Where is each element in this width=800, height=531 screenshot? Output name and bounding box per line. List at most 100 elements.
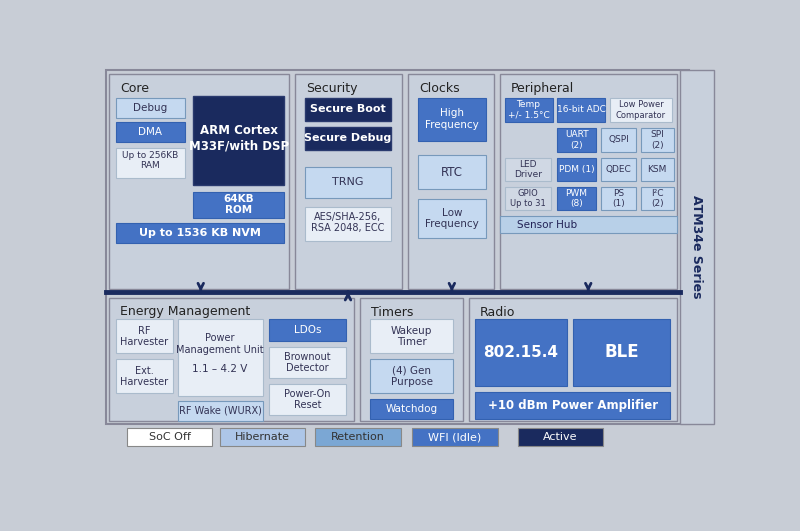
Text: 1.1 – 4.2 V: 1.1 – 4.2 V <box>193 364 248 374</box>
FancyBboxPatch shape <box>558 187 596 210</box>
Text: Sensor Hub: Sensor Hub <box>517 220 577 229</box>
Text: Peripheral: Peripheral <box>510 82 574 95</box>
FancyBboxPatch shape <box>193 192 285 218</box>
Text: I²C
(2): I²C (2) <box>651 189 663 208</box>
Text: SoC Off: SoC Off <box>149 432 190 442</box>
Text: LED
Driver: LED Driver <box>514 159 542 179</box>
Text: Power
Management Unit: Power Management Unit <box>176 333 264 355</box>
FancyBboxPatch shape <box>115 223 285 243</box>
Text: AES/SHA-256,
RSA 2048, ECC: AES/SHA-256, RSA 2048, ECC <box>311 211 385 233</box>
FancyBboxPatch shape <box>269 319 346 341</box>
FancyBboxPatch shape <box>193 96 285 185</box>
Text: Low Power
Comparator: Low Power Comparator <box>616 100 666 119</box>
FancyBboxPatch shape <box>641 187 674 210</box>
FancyBboxPatch shape <box>601 187 636 210</box>
FancyBboxPatch shape <box>500 216 677 233</box>
FancyBboxPatch shape <box>418 98 486 141</box>
FancyBboxPatch shape <box>370 399 454 419</box>
FancyBboxPatch shape <box>558 129 596 151</box>
FancyBboxPatch shape <box>305 207 391 241</box>
FancyBboxPatch shape <box>305 127 391 150</box>
FancyBboxPatch shape <box>641 158 674 181</box>
FancyBboxPatch shape <box>361 298 462 421</box>
FancyBboxPatch shape <box>178 401 262 421</box>
Text: Secure Debug: Secure Debug <box>304 133 392 143</box>
Text: Wakeup
Timer: Wakeup Timer <box>391 326 432 347</box>
Text: DMA: DMA <box>138 127 162 137</box>
Text: Power-On
Reset: Power-On Reset <box>285 389 331 410</box>
Text: Timers: Timers <box>371 305 414 319</box>
FancyBboxPatch shape <box>178 319 262 396</box>
Text: Ext.
Harvester: Ext. Harvester <box>120 365 168 387</box>
FancyBboxPatch shape <box>558 158 596 181</box>
FancyBboxPatch shape <box>115 319 173 353</box>
Text: SPI
(2): SPI (2) <box>650 130 664 150</box>
FancyBboxPatch shape <box>115 359 173 393</box>
Text: QSPI: QSPI <box>608 135 629 144</box>
Text: ATM34e Series: ATM34e Series <box>690 195 703 299</box>
Text: Up to 256KB
RAM: Up to 256KB RAM <box>122 151 178 170</box>
FancyBboxPatch shape <box>475 392 670 419</box>
Text: Hibernate: Hibernate <box>235 432 290 442</box>
Text: RTC: RTC <box>441 166 463 179</box>
Text: 802.15.4: 802.15.4 <box>483 345 558 360</box>
Text: WFI (Idle): WFI (Idle) <box>428 432 482 442</box>
FancyBboxPatch shape <box>601 129 636 151</box>
FancyBboxPatch shape <box>418 156 486 189</box>
Text: Radio: Radio <box>480 305 515 319</box>
FancyBboxPatch shape <box>601 158 636 181</box>
Text: (4) Gen
Purpose: (4) Gen Purpose <box>390 365 433 387</box>
Text: QDEC: QDEC <box>606 165 631 174</box>
Text: ARM Cortex
M33F/with DSP: ARM Cortex M33F/with DSP <box>189 124 289 152</box>
Text: 16-bit ADC: 16-bit ADC <box>557 106 606 114</box>
FancyBboxPatch shape <box>370 319 454 353</box>
FancyBboxPatch shape <box>518 428 603 447</box>
FancyBboxPatch shape <box>641 129 674 151</box>
FancyBboxPatch shape <box>115 98 186 118</box>
Text: KSM: KSM <box>647 165 667 174</box>
Text: High
Frequency: High Frequency <box>425 108 478 130</box>
Text: Security: Security <box>306 82 358 95</box>
Text: TRNG: TRNG <box>332 177 364 187</box>
Text: +10 dBm Power Amplifier: +10 dBm Power Amplifier <box>488 399 658 412</box>
FancyBboxPatch shape <box>475 319 566 386</box>
FancyBboxPatch shape <box>409 74 494 288</box>
Text: Core: Core <box>120 82 149 95</box>
FancyBboxPatch shape <box>412 428 498 447</box>
Text: PS
(1): PS (1) <box>612 189 625 208</box>
FancyBboxPatch shape <box>680 70 714 424</box>
FancyBboxPatch shape <box>110 298 354 421</box>
Text: RF Wake (WURX): RF Wake (WURX) <box>178 406 262 416</box>
Text: Retention: Retention <box>331 432 385 442</box>
FancyBboxPatch shape <box>370 359 454 393</box>
FancyBboxPatch shape <box>295 74 402 288</box>
Text: Energy Management: Energy Management <box>120 305 250 319</box>
Text: Brownout
Detector: Brownout Detector <box>284 352 331 373</box>
FancyBboxPatch shape <box>305 167 391 198</box>
Text: UART
(2): UART (2) <box>565 130 589 150</box>
Text: RF
Harvester: RF Harvester <box>120 326 168 347</box>
FancyBboxPatch shape <box>269 384 346 415</box>
FancyBboxPatch shape <box>115 122 186 142</box>
FancyBboxPatch shape <box>505 187 551 210</box>
Text: Low
Frequency: Low Frequency <box>425 208 478 229</box>
FancyBboxPatch shape <box>610 98 672 122</box>
FancyBboxPatch shape <box>558 98 606 122</box>
FancyBboxPatch shape <box>127 428 212 447</box>
FancyBboxPatch shape <box>315 428 401 447</box>
Text: Clocks: Clocks <box>419 82 460 95</box>
Text: Secure Boot: Secure Boot <box>310 104 386 114</box>
FancyBboxPatch shape <box>305 98 391 121</box>
FancyBboxPatch shape <box>110 74 289 288</box>
Text: Active: Active <box>543 432 578 442</box>
Text: 64KB
ROM: 64KB ROM <box>223 194 254 216</box>
FancyBboxPatch shape <box>115 149 186 178</box>
FancyBboxPatch shape <box>505 98 553 122</box>
FancyBboxPatch shape <box>500 74 677 288</box>
FancyBboxPatch shape <box>418 199 486 238</box>
FancyBboxPatch shape <box>505 158 551 181</box>
Text: LDOs: LDOs <box>294 325 322 335</box>
Text: Temp
+/- 1.5°C: Temp +/- 1.5°C <box>508 100 550 119</box>
Text: PWM
(8): PWM (8) <box>566 189 588 208</box>
FancyBboxPatch shape <box>469 298 677 421</box>
